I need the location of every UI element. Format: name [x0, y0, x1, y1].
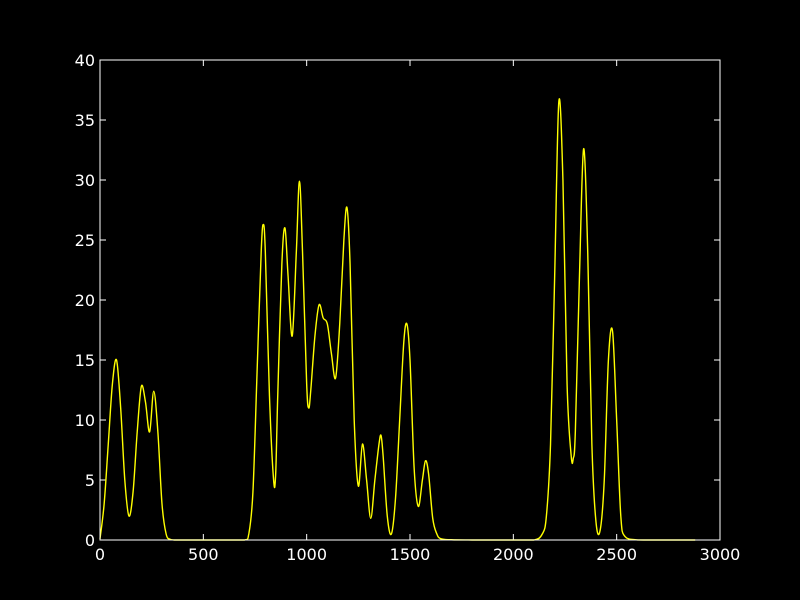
- y-tick-label: 35: [75, 111, 95, 130]
- x-tick-label: 500: [188, 545, 219, 564]
- x-tick-label: 3000: [700, 545, 741, 564]
- y-tick-label: 5: [85, 471, 95, 490]
- y-axis-ticks: 0 5 10 15 20 25 30 35 40: [75, 51, 720, 550]
- y-tick-label: 30: [75, 171, 95, 190]
- x-tick-label: 0: [95, 545, 105, 564]
- x-axis-ticks: 0 500 1000 1500 2000 2500 3000: [95, 60, 740, 564]
- plot-frame: [99, 59, 721, 541]
- y-tick-label: 20: [75, 291, 95, 310]
- x-tick-label: 1000: [286, 545, 327, 564]
- y-tick-label: 40: [75, 51, 95, 70]
- x-tick-label: 2500: [596, 545, 637, 564]
- x-tick-label: 2000: [493, 545, 534, 564]
- x-tick-label: 1500: [390, 545, 431, 564]
- y-tick-label: 0: [85, 531, 95, 550]
- y-tick-label: 25: [75, 231, 95, 250]
- y-tick-label: 10: [75, 411, 95, 430]
- y-tick-label: 15: [75, 351, 95, 370]
